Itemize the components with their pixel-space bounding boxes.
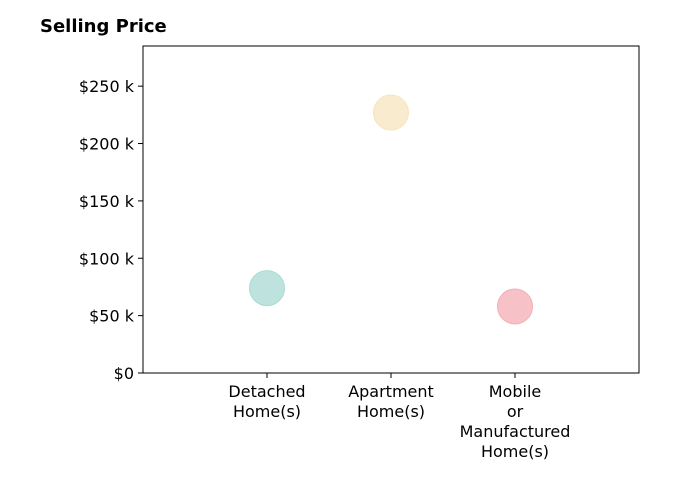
y-axis: $0 $50 k $100 k $150 k $200 k $250 k <box>79 77 143 383</box>
x-tick-label: Detached Home(s) <box>228 382 305 421</box>
y-tick-label: $100 k <box>79 249 135 268</box>
data-point <box>497 288 533 325</box>
y-tick-label: $50 k <box>89 307 135 326</box>
y-tick-label: $200 k <box>79 135 135 154</box>
y-tick-label: $250 k <box>79 77 135 96</box>
x-axis: Detached Home(s) Apartment Home(s) Mobile or M… <box>228 373 570 461</box>
y-tick-label: $0 <box>114 364 134 383</box>
y-tick-label: $150 k <box>79 192 135 211</box>
data-points <box>249 94 533 325</box>
x-tick-label: Mobile or Manufactured Home(s) <box>460 382 571 461</box>
chart-title: Selling Price <box>40 16 167 37</box>
x-tick-label: Apartment Home(s) <box>348 382 434 421</box>
data-point <box>373 94 409 131</box>
data-point <box>249 270 285 307</box>
